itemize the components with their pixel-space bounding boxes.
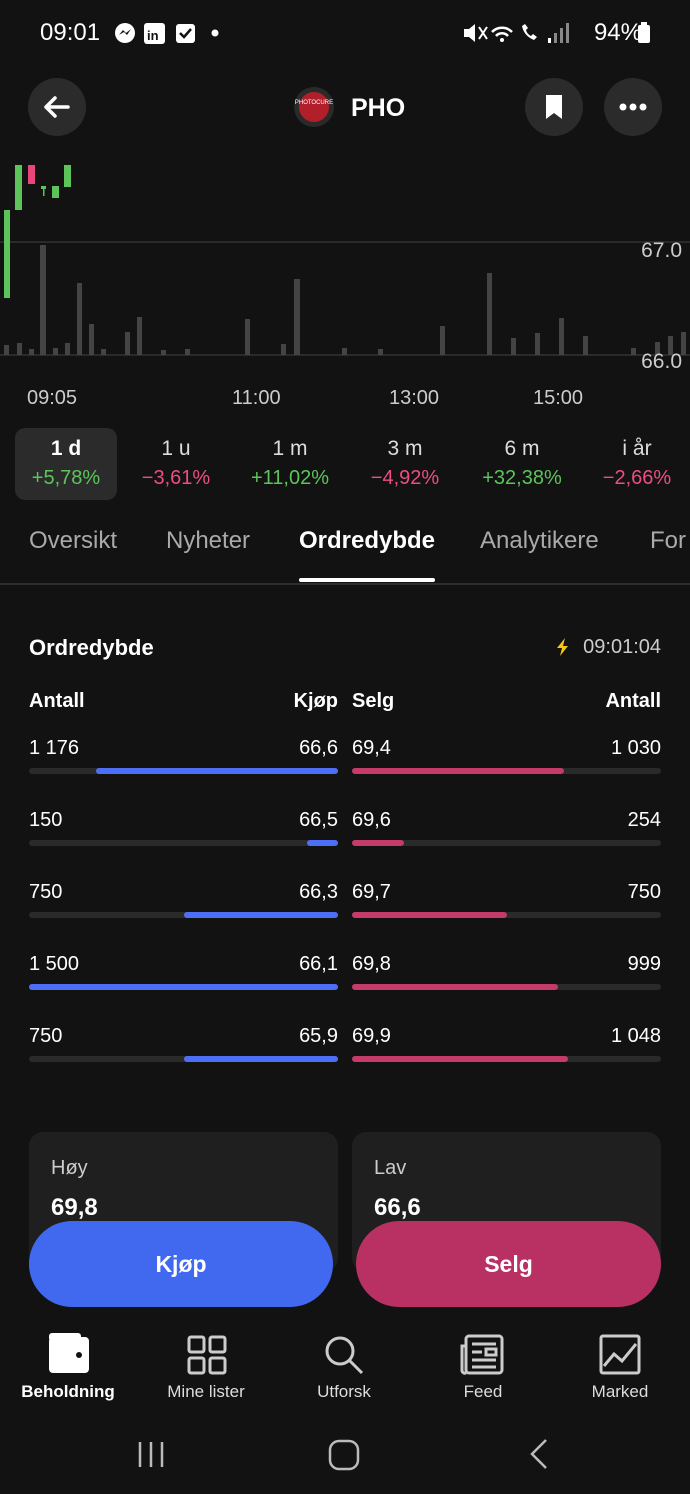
buy-bar: [183, 1056, 338, 1062]
nav-item[interactable]: Beholdning: [21, 1382, 115, 1401]
back-button[interactable]: [28, 78, 86, 136]
battery-percent: 94%: [593, 19, 642, 46]
period-selected-bg: [15, 428, 117, 500]
status-icons: in: [115, 23, 219, 44]
bookmark-button[interactable]: [525, 78, 583, 136]
sell-quantity: 750: [627, 881, 661, 903]
column-header: Selg: [352, 690, 395, 712]
stat-label: Lav: [374, 1157, 407, 1179]
bottom-area: [0, 1318, 690, 1494]
stat-value: 69,8: [51, 1194, 98, 1221]
bar-track: [352, 912, 661, 918]
period-change: +5,78%: [31, 467, 101, 489]
sell-quantity: 1 030: [610, 737, 661, 759]
buy-bar: [95, 768, 338, 774]
period-change: +32,38%: [482, 467, 562, 489]
nav-item[interactable]: Utforsk: [317, 1382, 371, 1401]
period-change: −2,66%: [602, 467, 672, 489]
price-label: 66.0: [641, 350, 682, 373]
price-label: 67.0: [641, 239, 682, 262]
period-label[interactable]: 1 m: [272, 437, 308, 460]
stat-value: 66,6: [374, 1194, 421, 1221]
battery-icon: [638, 22, 650, 43]
time-label: 13:00: [389, 387, 440, 409]
period-label[interactable]: 1 d: [50, 437, 82, 460]
sell-button[interactable]: Selg: [356, 1221, 661, 1307]
status-right-icons: [464, 23, 569, 43]
tab-underline: [299, 578, 435, 582]
more-button[interactable]: [604, 78, 662, 136]
system-nav: [138, 1439, 547, 1471]
column-header: Antall: [605, 690, 661, 712]
buy-bar: [307, 840, 338, 846]
sell-bar: [352, 1056, 568, 1062]
header-title: PHO: [351, 94, 406, 122]
sell-price: 69,9: [352, 1025, 391, 1047]
period-change: +11,02%: [250, 467, 330, 489]
period-label[interactable]: 3 m: [387, 437, 423, 460]
section-title: Ordredybde: [29, 635, 154, 660]
divider: [0, 583, 690, 585]
buy-quantity: 750: [29, 881, 63, 903]
nav-item[interactable]: Feed: [463, 1382, 503, 1401]
period-label[interactable]: i år: [622, 437, 652, 460]
bar-track: [29, 840, 338, 846]
sell-quantity: 254: [627, 809, 661, 831]
buy-price: 66,5: [299, 809, 338, 831]
sell-bar: [352, 912, 507, 918]
logo-text: PHOTOCURE: [295, 100, 333, 106]
sell-price: 69,7: [352, 881, 391, 903]
sell-price: 69,4: [352, 737, 391, 759]
time-label: 15:00: [533, 387, 584, 409]
live-icon: [557, 638, 568, 656]
logo: PHOTOCURE: [294, 87, 334, 127]
svg-text:in: in: [147, 28, 159, 43]
buy-bar: [29, 984, 338, 990]
nav-item[interactable]: Mine lister: [167, 1382, 245, 1401]
buy-price: 65,9: [299, 1025, 338, 1047]
buy-quantity: 1 176: [29, 737, 80, 759]
update-time: 09:01:04: [583, 636, 661, 658]
sell-bar: [352, 768, 565, 774]
buy-bar: [183, 912, 338, 918]
stat-label: Høy: [51, 1157, 88, 1179]
buy-button[interactable]: Kjøp: [29, 1221, 333, 1307]
nav-icons: [49, 1333, 641, 1375]
sell-quantity: 1 048: [610, 1025, 661, 1047]
period-label[interactable]: 6 m: [504, 437, 540, 460]
tab[interactable]: Analytikere: [480, 527, 599, 554]
sell-quantity: 999: [627, 953, 661, 975]
time-label: 11:00: [232, 387, 281, 409]
sell-bar: [352, 984, 558, 990]
column-header: Antall: [29, 690, 85, 712]
period-label[interactable]: 1 u: [161, 437, 191, 460]
tab[interactable]: Ordredybde: [299, 527, 436, 554]
price-chart: [0, 165, 690, 356]
column-header: Kjøp: [293, 690, 338, 712]
buy-price: 66,6: [299, 737, 338, 759]
time-label: 09:05: [27, 387, 78, 409]
buy-price: 66,1: [299, 953, 338, 975]
status-time: 09:01: [40, 19, 101, 46]
buy-quantity: 150: [29, 809, 63, 831]
buy-quantity: 750: [29, 1025, 63, 1047]
period-change: −3,61%: [141, 467, 211, 489]
sell-bar: [352, 840, 405, 846]
tab[interactable]: For: [650, 527, 686, 554]
sell-price: 69,8: [352, 953, 391, 975]
period-change: −4,92%: [370, 467, 440, 489]
buy-price: 66,3: [299, 881, 338, 903]
buy-quantity: 1 500: [29, 953, 80, 975]
nav-item[interactable]: Marked: [591, 1382, 649, 1401]
sell-price: 69,6: [352, 809, 391, 831]
bar-track: [352, 840, 661, 846]
tab[interactable]: Oversikt: [29, 527, 118, 554]
tab[interactable]: Nyheter: [166, 527, 251, 554]
